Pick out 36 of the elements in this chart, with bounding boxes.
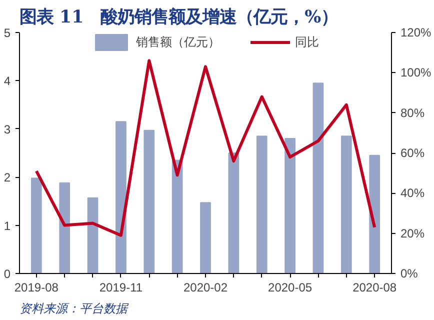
y-tick-label: 1 [4,218,11,233]
y2-tick-label: 60% [400,146,425,160]
x-tick-label: 2019-08 [14,280,59,294]
x-tick-label: 2020-05 [268,280,312,294]
bar [284,138,296,274]
y2-tick-label: 0% [400,266,418,280]
bar [340,136,352,274]
chart-title: 图表 11 酸奶销售额及增速（亿元，%） [20,8,338,28]
y-tick-label: 0 [4,267,11,281]
x-tick-label: 2020-08 [352,280,397,294]
bar [312,82,324,274]
bar [172,160,183,274]
bar [200,202,211,274]
bar [87,197,98,274]
y-tick-label: 2 [4,170,11,185]
x-tick-label: 2019-11 [99,280,143,294]
text: 资料来源：平台数据 [20,302,130,316]
bar [30,178,42,274]
y2-tick-label: 40% [400,186,425,200]
bar [144,130,155,274]
y2-tick-label: 100% [400,66,432,80]
bar [256,136,268,274]
bar [59,182,70,274]
y-tick-label: 5 [4,26,11,40]
y2-tick-label: 20% [400,226,425,240]
bar [369,154,380,274]
y-tick-label: 4 [4,74,11,88]
line-series [34,59,376,237]
legend-label: 销售额（亿元） [136,34,220,50]
y2-tick-label: 120% [400,26,432,40]
legend-label: 同比 [295,34,319,50]
bar [228,152,240,274]
y-tick-label: 3 [4,122,11,136]
bar [116,121,126,274]
x-tick-label: 2020-02 [183,280,228,294]
y2-tick-label: 80% [400,106,425,120]
